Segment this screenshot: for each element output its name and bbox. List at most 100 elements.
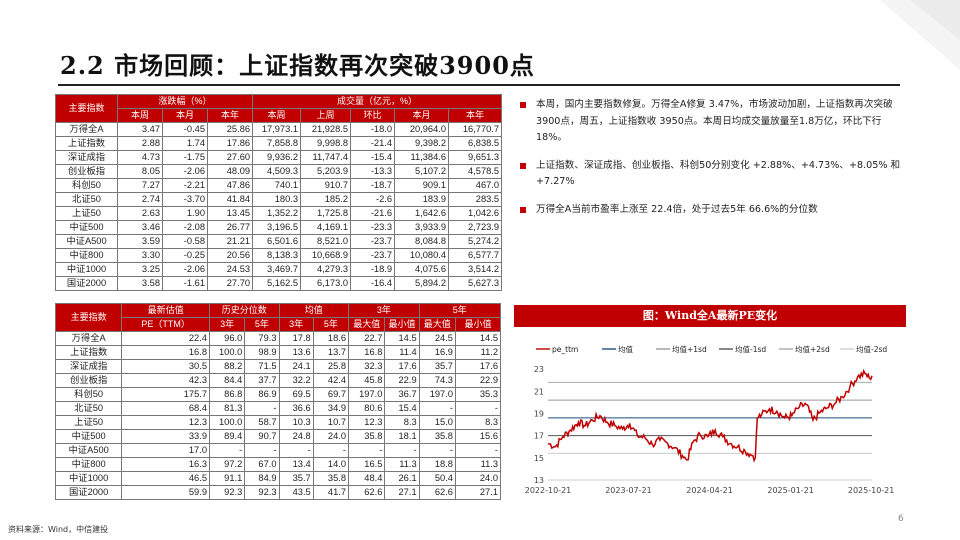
table-cell: -1.61: [162, 276, 208, 291]
table-cell: 90.7: [244, 429, 280, 444]
table-cell: 3.59: [117, 234, 163, 249]
row-index-name: 创业板指: [54, 373, 123, 388]
table-cell: 9,398.2: [394, 136, 450, 151]
table-cell: -: [278, 443, 314, 458]
table-cell: -: [244, 443, 280, 458]
table-cell: -0.25: [162, 248, 208, 263]
table-cell: 5,107.2: [394, 164, 450, 179]
row-index-name: 万得全A: [55, 122, 118, 137]
table-subheader: 本周: [252, 108, 302, 123]
table-row: 万得全A 22.4 96.0 79.3 17.8 18.6 22.7 14.5 24.5 14.5: [54, 331, 502, 346]
row-index-name: 北证50: [54, 401, 123, 416]
table-cell: 10.3: [278, 415, 314, 430]
table-cell: 20,964.0: [394, 122, 450, 137]
table-cell: 58.7: [244, 415, 280, 430]
row-index-name: 深证成指: [55, 150, 118, 165]
table-cell: 71.5: [244, 359, 280, 374]
table-cell: 18.6: [312, 331, 350, 346]
table-cell: 84.4: [208, 373, 246, 388]
table-cell: 9,651.3: [448, 150, 503, 165]
row-index-name: 中证500: [54, 429, 123, 444]
table-row: 中证1000 3.25 -2.06 24.53 3,469.7 4,279.3 -18.9 4…: [55, 262, 503, 277]
table-cell: 910.7: [300, 178, 352, 193]
y-tick-label: 19: [534, 409, 544, 418]
row-index-name: 中证800: [55, 248, 118, 263]
table-cell: 12.3: [348, 415, 386, 430]
x-tick-label: 2024-04-21: [686, 486, 733, 495]
table-subheader: 最大值: [418, 317, 456, 332]
table-cell: -: [208, 443, 246, 458]
table-row: 中证800 16.3 97.2 67.0 13.4 14.0 16.5 11.3 18.8 11.…: [54, 457, 502, 472]
table-cell: 24.5: [418, 331, 456, 346]
table-cell: 45.8: [348, 373, 386, 388]
table-cell: 1.90: [162, 206, 208, 221]
table-row: 中证500 3.46 -2.08 26.77 3,196.5 4,169.1 -23.3 3,…: [55, 220, 503, 235]
row-index-name: 中证500: [55, 220, 118, 235]
table-cell: 24.1: [278, 359, 314, 374]
table-cell: 24.53: [206, 262, 254, 277]
table-cell: 35.7: [418, 359, 456, 374]
table-cell: 35.3: [454, 387, 502, 402]
bullet-item: 万得全A当前市盈率上涨至 22.4倍，处于过去5年 66.6%的分位数: [518, 202, 903, 219]
table-cell: 8.05: [117, 164, 163, 179]
table-cell: 96.0: [208, 331, 246, 346]
table-cell: 15.4: [384, 401, 420, 416]
table-cell: 3,469.7: [252, 262, 302, 277]
y-tick-label: 23: [534, 365, 544, 374]
table-cell: 5,627.3: [448, 276, 503, 291]
table-subheader: 本年: [206, 108, 254, 123]
table-cell: 180.3: [252, 192, 302, 207]
table-subheader: 环比: [350, 108, 396, 123]
table-row: 国证2000 3.58 -1.61 27.70 5,162.5 6,173.0 -16.4 5…: [55, 276, 503, 291]
table-cell: 909.1: [394, 178, 450, 193]
table-cell: 740.1: [252, 178, 302, 193]
table-cell: 3.46: [117, 220, 163, 235]
table-cell: 100.0: [208, 345, 246, 360]
table-cell: 8,521.0: [300, 234, 352, 249]
table-cell: 17.0: [121, 443, 210, 458]
table-cell: 11,747.4: [300, 150, 352, 165]
table-cell: 43.5: [278, 485, 314, 500]
table-cell: 10,668.9: [300, 248, 352, 263]
row-index-name: 中证1000: [55, 262, 118, 277]
table-cell: 9,998.8: [300, 136, 352, 151]
table-cell: 68.4: [121, 401, 210, 416]
table-cell: 10,080.4: [394, 248, 450, 263]
table-cell: -0.58: [162, 234, 208, 249]
x-tick-label: 2022-10-21: [525, 486, 572, 495]
table-cell: -2.06: [162, 262, 208, 277]
table-cell: -3.70: [162, 192, 208, 207]
table-cell: -18.9: [350, 262, 396, 277]
commentary: 本周，国内主要指数修复。万得全A修复 3.47%，市场波动加剧，上证指数再次突破…: [518, 97, 903, 229]
table-cell: 27.1: [384, 485, 420, 500]
row-index-name: 中证A500: [54, 443, 123, 458]
table-cell: 3,933.9: [394, 220, 450, 235]
row-index-name: 国证2000: [55, 276, 118, 291]
table-row: 中证A500 17.0- - - - - - - -: [54, 443, 502, 458]
table-cell: 14.5: [384, 331, 420, 346]
y-tick-label: 13: [534, 476, 544, 485]
table-cell: 16.8: [121, 345, 210, 360]
table-cell: 4,509.3: [252, 164, 302, 179]
table-cell: 34.9: [312, 401, 350, 416]
table-cell: 48.09: [206, 164, 254, 179]
table-cell: 16.8: [348, 345, 386, 360]
row-index-name: 上证指数: [55, 136, 118, 151]
row-index-name: 中证A500: [55, 234, 118, 249]
table-cell: 17.86: [206, 136, 254, 151]
table-cell: -: [418, 401, 456, 416]
table-cell: 2.63: [117, 206, 163, 221]
table-cell: -2.06: [162, 164, 208, 179]
table-row: 科创50 175.7 86.8 86.9 69.5 69.7 197.0 36.7 197.0 3…: [54, 387, 502, 402]
table-cell: 27.60: [206, 150, 254, 165]
table-cell: -: [454, 401, 502, 416]
row-index-name: 科创50: [54, 387, 123, 402]
row-index-name: 上证50: [54, 415, 123, 430]
table-cell: 97.2: [208, 457, 246, 472]
table-cell: 1,725.8: [300, 206, 352, 221]
table-row: 创业板指 42.3 84.4 37.7 32.2 42.4 45.8 22.9 74.3 22.9: [54, 373, 502, 388]
table-cell: -2.08: [162, 220, 208, 235]
y-tick-label: 21: [534, 387, 544, 396]
table-cell: 80.6: [348, 401, 386, 416]
table-row: 科创50 7.27 -2.21 47.86 740.1 910.7 -18.7 909.1 46…: [55, 178, 503, 193]
